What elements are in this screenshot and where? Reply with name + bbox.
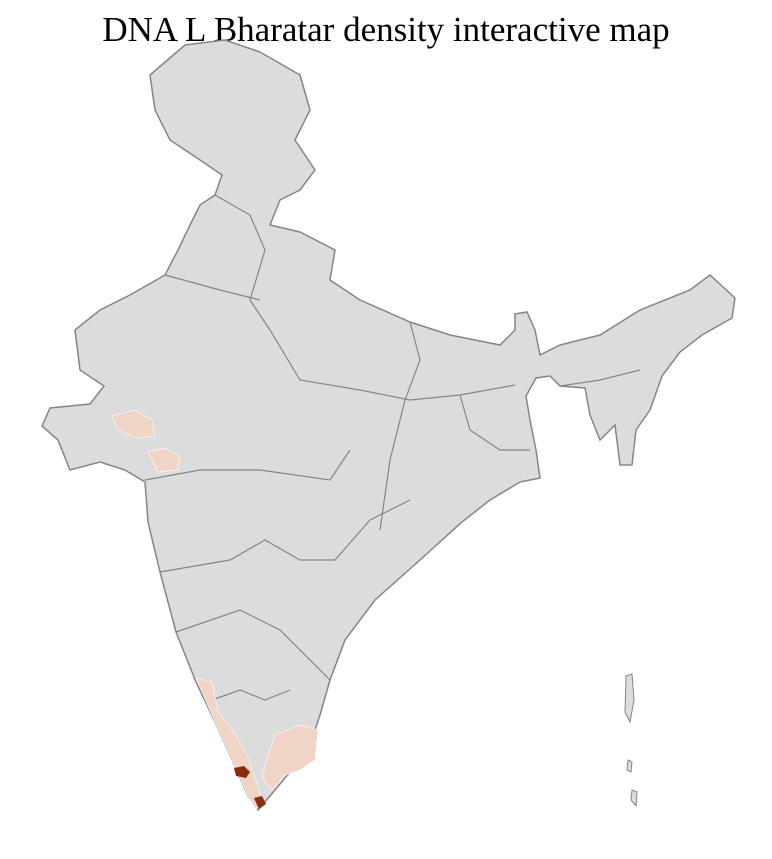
state-borders	[144, 194, 641, 701]
kerala-high-density-district[interactable]	[234, 766, 250, 778]
state-border-1	[164, 274, 261, 301]
state-border-5	[211, 689, 291, 701]
india-outline[interactable]	[41, 39, 736, 812]
density-highlights	[111, 409, 319, 811]
gujarat-low-density-region-2[interactable]	[147, 447, 181, 473]
state-border-6	[379, 321, 421, 531]
kanyakumari-high-density-district[interactable]	[254, 796, 266, 809]
state-border-2	[144, 449, 351, 481]
state-border-7	[459, 394, 530, 451]
tamil-nadu-low-density-region[interactable]	[261, 724, 319, 791]
state-border-8	[559, 369, 641, 387]
state-border-4	[175, 609, 331, 681]
state-border-3	[159, 499, 411, 573]
gujarat-low-density-region[interactable]	[111, 409, 156, 439]
andaman-nicobar-islands[interactable]	[624, 673, 638, 808]
state-border-0	[214, 194, 516, 401]
map-title: DNA L Bharatar density interactive map	[102, 10, 670, 49]
